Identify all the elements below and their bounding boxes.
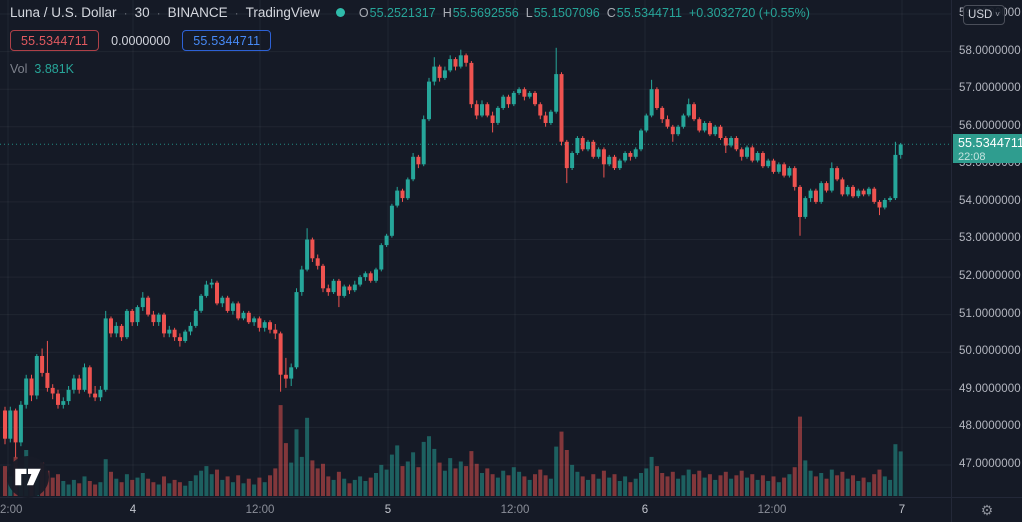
sell-price-button[interactable]: 55.5344711 xyxy=(10,30,100,51)
symbol-legend: Luna / U.S. Dollar · 30 · BINANCE · Trad… xyxy=(10,5,810,20)
price-tick-label: 58.0000000 xyxy=(959,44,1021,57)
time-tick-label: 6 xyxy=(641,504,649,516)
gear-icon[interactable]: ⚙ xyxy=(980,502,994,518)
time-tick-label: 4 xyxy=(129,504,137,516)
price-tick-label: 57.0000000 xyxy=(959,82,1021,95)
time-tick-label: 12:00 xyxy=(245,504,275,516)
ohlc-values: O 55.2521317 H 55.5692556 L 55.1507096 C… xyxy=(359,6,810,20)
price-tick-label: 50.0000000 xyxy=(959,345,1021,358)
symbol-title[interactable]: Luna / U.S. Dollar xyxy=(10,5,117,20)
high-key: H xyxy=(442,5,452,20)
separator-dot: · xyxy=(234,5,239,20)
low-key: L xyxy=(525,5,533,20)
price-tick-label: 51.0000000 xyxy=(959,307,1021,320)
open-key: O xyxy=(358,5,369,20)
price-tick-label: 56.0000000 xyxy=(959,119,1021,132)
open-value: 55.2521317 xyxy=(369,5,436,20)
price-tick-label: 52.0000000 xyxy=(959,270,1021,283)
connection-status-dot xyxy=(335,8,345,17)
spread-value: 0.0000000 xyxy=(111,33,171,48)
price-tick-label: 49.0000000 xyxy=(959,382,1021,395)
axis-settings-corner: ⚙ xyxy=(951,497,1022,522)
high-value: 55.5692556 xyxy=(452,5,519,20)
volume-value: 3.881K xyxy=(34,62,75,76)
tradingview-logo[interactable] xyxy=(7,456,49,498)
candlestick-chart-svg[interactable] xyxy=(0,0,951,497)
volume-legend: Vol 3.881K xyxy=(10,62,74,76)
separator-dot: · xyxy=(156,5,161,20)
change-value: +0.3032720 (+0.55%) xyxy=(688,5,810,20)
time-tick-label: 12:00 xyxy=(500,504,530,516)
tradingview-logo-icon xyxy=(15,468,41,486)
time-tick-label: 5 xyxy=(384,504,392,516)
chart-pane[interactable] xyxy=(0,0,951,497)
buy-price-button[interactable]: 55.5344711 xyxy=(182,30,272,51)
price-tick-label: 48.0000000 xyxy=(959,420,1021,433)
price-axis[interactable]: 47.0000000 48.0000000 49.0000000 50.0000000… xyxy=(951,0,1022,497)
chevron-down-icon: ˅ xyxy=(995,10,1000,19)
separator-dot: · xyxy=(123,5,128,20)
time-axis[interactable]: 12:00 4 12:00 5 12:00 6 12:00 7 xyxy=(0,497,951,522)
close-key: C xyxy=(606,5,616,20)
close-value: 55.5344711 xyxy=(616,5,682,20)
currency-label: USD xyxy=(968,9,993,21)
time-tick-label: 7 xyxy=(898,504,906,516)
interval-label[interactable]: 30 xyxy=(134,5,150,20)
last-price-value: 55.5344711 xyxy=(958,136,1022,151)
last-price-label: 55.5344711 22:08 xyxy=(953,134,1022,164)
low-value: 55.1507096 xyxy=(533,5,600,20)
platform-label[interactable]: TradingView xyxy=(245,5,320,20)
currency-toggle-button[interactable]: USD ˅ xyxy=(963,5,1005,25)
price-tick-label: 47.0000000 xyxy=(959,457,1021,470)
bar-countdown: 22:08 xyxy=(958,150,986,163)
volume-label: Vol xyxy=(10,62,28,76)
price-tick-label: 53.0000000 xyxy=(959,232,1021,245)
buy-sell-widget: 55.5344711 0.0000000 55.5344711 xyxy=(10,30,272,51)
time-tick-label: 12:00 xyxy=(0,504,23,516)
time-tick-label: 12:00 xyxy=(757,504,787,516)
exchange-label[interactable]: BINANCE xyxy=(167,5,228,20)
price-tick-label: 54.0000000 xyxy=(959,194,1021,207)
